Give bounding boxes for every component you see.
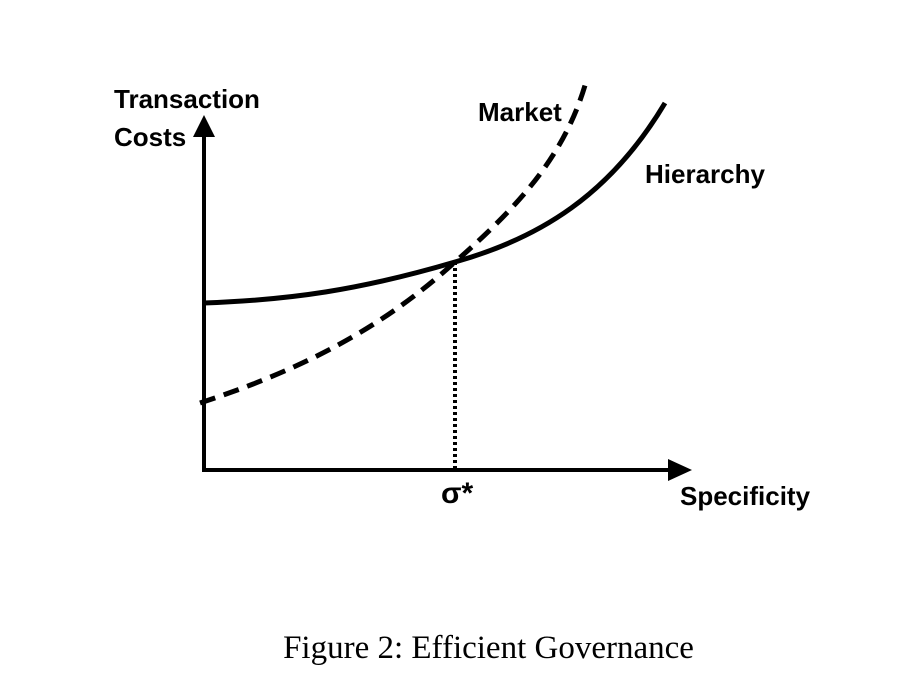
x-axis-label: Specificity bbox=[680, 481, 811, 511]
figure-caption: Figure 2: Efficient Governance bbox=[283, 630, 694, 666]
intersection-label: σ* bbox=[441, 477, 474, 510]
y-axis-label-line2: Costs bbox=[114, 122, 186, 152]
x-axis-arrowhead bbox=[668, 459, 692, 481]
hierarchy-curve bbox=[203, 101, 668, 306]
market-curve bbox=[199, 81, 589, 406]
y-axis-arrowhead bbox=[193, 115, 215, 137]
hierarchy-curve-label: Hierarchy bbox=[645, 159, 765, 189]
market-curve-label: Market bbox=[478, 97, 562, 127]
y-axis-label-line1: Transaction bbox=[114, 84, 260, 114]
